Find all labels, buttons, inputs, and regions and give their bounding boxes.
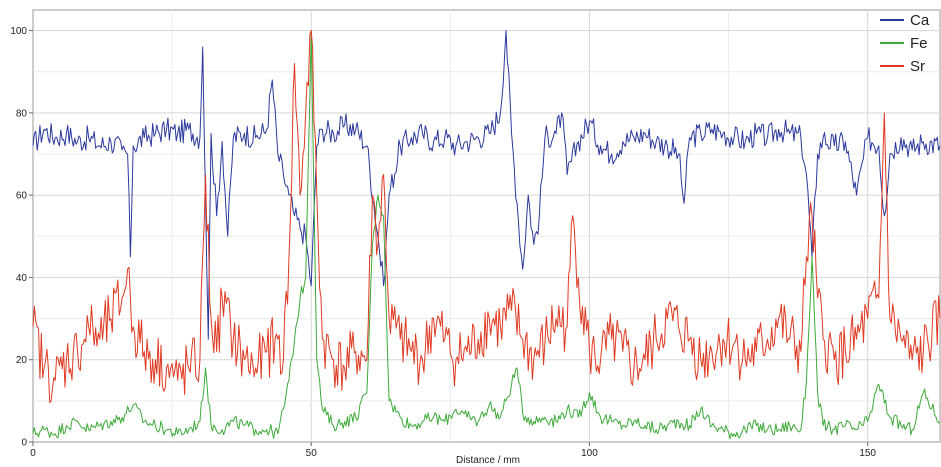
y-axis: 0 20 40 60 80 100 xyxy=(10,26,33,449)
grid-lines xyxy=(33,10,940,442)
series-line-ca xyxy=(32,30,941,340)
series-line-fe xyxy=(32,30,941,440)
x-tick-label-1: 50 xyxy=(306,448,318,459)
x-axis-title: Distance / mm xyxy=(456,455,520,466)
legend-label-fe: Fe xyxy=(910,35,928,52)
plot-area xyxy=(32,9,941,443)
legend-label-ca: Ca xyxy=(910,12,930,29)
x-tick-label-2: 100 xyxy=(581,448,598,459)
series-line-sr xyxy=(32,30,941,404)
x-tick-label-3: 150 xyxy=(859,448,876,459)
y-tick-label-2: 40 xyxy=(16,273,28,284)
y-tick-label-3: 60 xyxy=(16,191,28,202)
series-layer xyxy=(32,30,941,440)
y-tick-label-1: 20 xyxy=(16,355,28,366)
legend-label-sr: Sr xyxy=(910,58,925,75)
y-tick-label-0: 0 xyxy=(21,438,27,449)
legend: Ca Fe Sr xyxy=(880,12,930,75)
x-axis: 0 50 100 150 xyxy=(30,442,876,459)
y-tick-label-5: 100 xyxy=(10,26,27,37)
x-tick-label-0: 0 xyxy=(30,448,36,459)
y-tick-label-4: 80 xyxy=(16,108,28,119)
